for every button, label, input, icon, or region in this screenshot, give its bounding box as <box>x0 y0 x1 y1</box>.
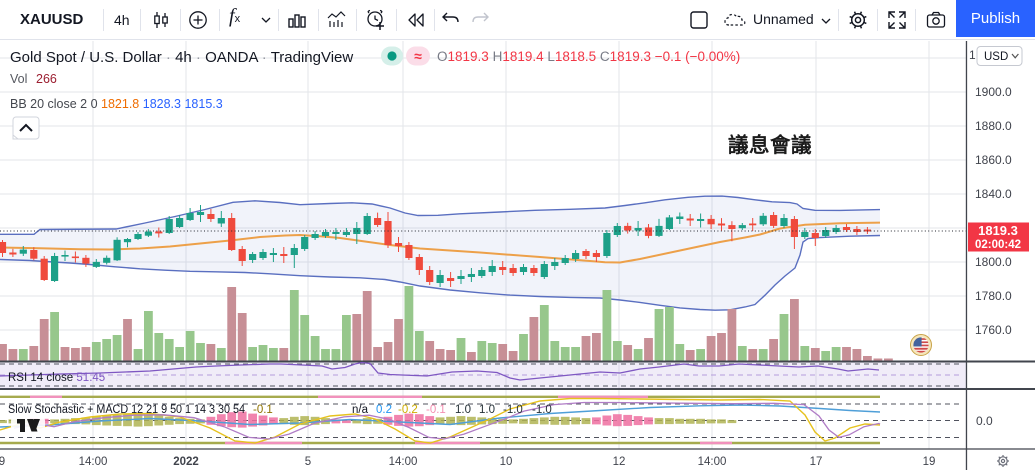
svg-text:1780.0: 1780.0 <box>975 289 1012 303</box>
svg-text:1819.3: 1819.3 <box>978 223 1018 238</box>
svg-text:1760.0: 1760.0 <box>975 323 1012 337</box>
svg-text:議息會議: 議息會議 <box>728 133 812 157</box>
svg-text:Slow Stochastic + MACD 12 21 9: Slow Stochastic + MACD 12 21 9 50 1 14 3… <box>8 404 552 416</box>
svg-text:RSI 14 close 51.45: RSI 14 close 51.45 <box>8 372 105 384</box>
svg-text:1880.0: 1880.0 <box>975 119 1012 133</box>
svg-text:14:00: 14:00 <box>389 456 418 468</box>
svg-text:9: 9 <box>0 456 5 468</box>
svg-text:1: 1 <box>969 48 976 62</box>
svg-text:1840.0: 1840.0 <box>975 187 1012 201</box>
svg-text:O1819.3 H1819.4 L1818.5 C1819.: O1819.3 H1819.4 L1818.5 C1819.3 −0.1 (−0… <box>437 49 740 64</box>
svg-text:14:00: 14:00 <box>79 456 108 468</box>
svg-text:BB 20 close 2 0 1821.8 1828.3: BB 20 close 2 0 1821.8 1828.3 1815.3 <box>10 97 223 111</box>
svg-text:17: 17 <box>810 456 823 468</box>
svg-text:14:00: 14:00 <box>698 456 727 468</box>
svg-text:≈: ≈ <box>414 48 422 64</box>
svg-text:0.0: 0.0 <box>976 414 993 428</box>
svg-text:Vol: Vol <box>10 72 27 86</box>
svg-text:12: 12 <box>613 456 626 468</box>
svg-text:5: 5 <box>305 456 311 468</box>
svg-text:Gold Spot / U.S. Dollar · 4h ·: Gold Spot / U.S. Dollar · 4h · OANDA · T… <box>10 49 353 66</box>
svg-text:USD: USD <box>984 51 1008 63</box>
svg-text:1800.0: 1800.0 <box>975 255 1012 269</box>
svg-text:1860.0: 1860.0 <box>975 153 1012 167</box>
svg-text:02:00:42: 02:00:42 <box>975 239 1021 251</box>
svg-text:10: 10 <box>500 456 513 468</box>
svg-text:1900.0: 1900.0 <box>975 85 1012 99</box>
svg-text:19: 19 <box>923 456 936 468</box>
svg-text:266: 266 <box>36 72 57 86</box>
svg-text:2022: 2022 <box>173 456 199 468</box>
